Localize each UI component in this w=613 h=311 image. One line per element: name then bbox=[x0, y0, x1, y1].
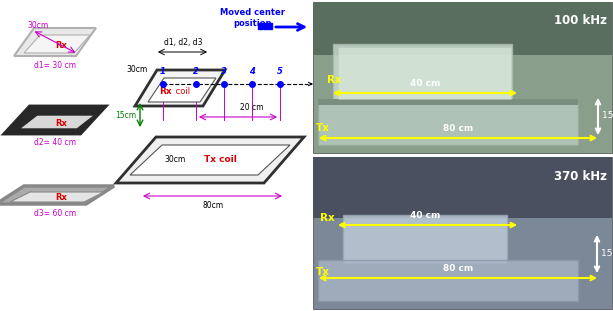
Text: 30cm: 30cm bbox=[127, 66, 148, 75]
Bar bbox=[318, 99, 578, 105]
Text: 15 cm: 15 cm bbox=[601, 249, 613, 258]
Polygon shape bbox=[148, 78, 216, 102]
Text: Rx: Rx bbox=[320, 213, 335, 223]
Polygon shape bbox=[0, 186, 114, 204]
Text: d1= 30 cm: d1= 30 cm bbox=[34, 61, 76, 70]
Text: 80 cm: 80 cm bbox=[443, 264, 473, 273]
Text: 15cm: 15cm bbox=[115, 110, 136, 119]
Bar bbox=[343, 215, 508, 263]
Bar bbox=[263, 23, 267, 29]
Polygon shape bbox=[135, 70, 225, 106]
Text: Tx: Tx bbox=[316, 267, 330, 277]
Bar bbox=[333, 44, 512, 102]
Text: 30cm: 30cm bbox=[164, 156, 186, 165]
Polygon shape bbox=[14, 28, 96, 56]
Bar bbox=[258, 23, 262, 29]
Bar bbox=[313, 2, 612, 55]
Text: d1, d2, d3: d1, d2, d3 bbox=[164, 38, 202, 47]
Polygon shape bbox=[19, 115, 95, 129]
Polygon shape bbox=[6, 107, 104, 133]
Text: Rx: Rx bbox=[55, 118, 67, 128]
Text: Moved center
position: Moved center position bbox=[221, 8, 286, 28]
Text: Rx: Rx bbox=[327, 75, 342, 85]
Text: Tx coil: Tx coil bbox=[204, 156, 237, 165]
Text: 1: 1 bbox=[160, 67, 166, 76]
Text: 80 cm: 80 cm bbox=[443, 124, 473, 133]
Text: 20 cm: 20 cm bbox=[240, 103, 264, 112]
Polygon shape bbox=[130, 145, 290, 175]
Text: Rx: Rx bbox=[159, 86, 172, 95]
Text: d2= 40 cm: d2= 40 cm bbox=[34, 138, 76, 147]
Bar bbox=[268, 23, 272, 29]
Text: 370 kHz: 370 kHz bbox=[554, 170, 607, 183]
Polygon shape bbox=[24, 35, 90, 53]
Text: 3: 3 bbox=[221, 67, 227, 76]
Bar bbox=[318, 260, 578, 301]
Text: 30cm: 30cm bbox=[27, 21, 48, 30]
Text: 40 cm: 40 cm bbox=[410, 79, 440, 88]
Bar bbox=[318, 103, 578, 146]
Text: 100 kHz: 100 kHz bbox=[554, 14, 607, 27]
Text: 15 cm: 15 cm bbox=[602, 112, 613, 120]
Text: 2: 2 bbox=[193, 67, 199, 76]
Bar bbox=[313, 2, 612, 153]
Text: 80cm: 80cm bbox=[202, 201, 224, 210]
Text: d3= 60 cm: d3= 60 cm bbox=[34, 209, 76, 218]
Polygon shape bbox=[10, 192, 104, 202]
Text: Rx: Rx bbox=[55, 193, 67, 202]
Polygon shape bbox=[116, 137, 304, 183]
Text: 4: 4 bbox=[249, 67, 255, 76]
Text: 5: 5 bbox=[277, 67, 283, 76]
Text: Rx: Rx bbox=[55, 40, 67, 49]
Bar bbox=[338, 47, 511, 99]
Text: coil: coil bbox=[173, 86, 190, 95]
Text: 40 cm: 40 cm bbox=[410, 211, 440, 220]
Bar bbox=[313, 157, 612, 218]
Text: Tx: Tx bbox=[316, 123, 330, 133]
Bar bbox=[313, 157, 612, 309]
